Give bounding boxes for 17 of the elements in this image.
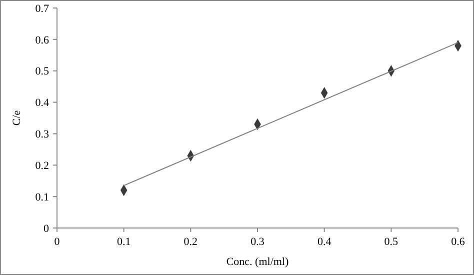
x-tick-label: 0.6: [451, 236, 466, 248]
x-tick-label: 0.1: [116, 236, 131, 248]
y-tick-label: 0.1: [35, 191, 49, 204]
y-tick-label: 0: [44, 222, 50, 235]
y-tick-label: 0.7: [35, 2, 50, 15]
y-tick-label: 0.2: [35, 160, 49, 172]
x-tick-label: 0.2: [184, 236, 198, 248]
y-tick-label: 0.5: [35, 66, 50, 78]
y-tick-label: 0.3: [35, 128, 50, 141]
y-tick-label: 0.4: [35, 97, 50, 110]
x-tick-label: 0.3: [250, 236, 265, 248]
y-tick-label: 0.6: [35, 34, 50, 46]
x-axis-title: Conc. (ml/ml): [226, 256, 289, 268]
x-tick-label: 0: [54, 236, 60, 248]
y-axis-title: C/e: [11, 110, 23, 126]
x-tick-label: 0.4: [317, 236, 332, 248]
x-tick-label: 0.5: [384, 236, 399, 248]
